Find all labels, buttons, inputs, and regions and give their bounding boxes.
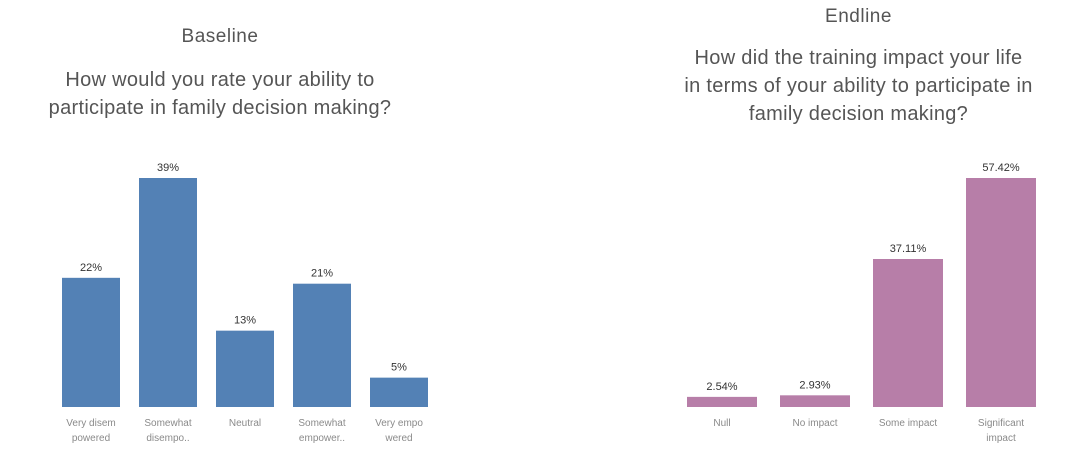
baseline-question-line-1: How would you rate your ability to bbox=[65, 69, 375, 91]
endline-bar-1 bbox=[687, 396, 757, 407]
baseline-value-label-5: 5% bbox=[391, 362, 407, 374]
baseline-category-label-1-line-1: Very disem bbox=[66, 418, 115, 429]
endline-category-label-3: Some impact bbox=[879, 418, 938, 429]
endline-bar-chart: 2.54% Null 2.93% No impact 37.11% Some impact… bbox=[687, 162, 1036, 444]
baseline-value-label-2: 39% bbox=[157, 162, 179, 174]
baseline-category-label-3: Neutral bbox=[229, 418, 261, 429]
baseline-heading: Baseline bbox=[181, 26, 259, 47]
baseline-bar-4 bbox=[293, 283, 351, 407]
baseline-category-label-5-line-1: Very empo bbox=[375, 418, 423, 429]
baseline-bar-5 bbox=[370, 377, 428, 407]
endline-heading: Endline bbox=[825, 6, 892, 27]
endline-bar-2 bbox=[780, 395, 850, 407]
baseline-category-label-4-line-2: empower.. bbox=[299, 433, 345, 444]
baseline-panel: Baseline How would you rate your ability… bbox=[0, 0, 440, 453]
baseline-category-label-4-line-1: Somewhat bbox=[298, 418, 345, 429]
baseline-category-label-1-line-2: powered bbox=[72, 433, 110, 444]
endline-question: How did the training impact your life in… bbox=[640, 44, 1077, 128]
baseline-question: How would you rate your ability to parti… bbox=[0, 66, 440, 122]
endline-category-label-1: Null bbox=[713, 418, 730, 429]
endline-category-label-4-line-1: Significant bbox=[978, 418, 1024, 429]
endline-value-label-1: 2.54% bbox=[706, 381, 737, 393]
baseline-category-label-5-line-2: wered bbox=[384, 433, 412, 444]
baseline-value-label-1: 22% bbox=[80, 262, 102, 274]
endline-question-line-1: How did the training impact your life bbox=[694, 47, 1023, 69]
baseline-question-line-2: participate in family decision making? bbox=[48, 97, 392, 119]
baseline-bar-chart: 22% Very disem powered 39% Somewhat disempo..… bbox=[62, 162, 428, 444]
baseline-bar-2 bbox=[139, 178, 197, 407]
baseline-category-label-2-line-2: disempo.. bbox=[146, 433, 189, 444]
endline-value-label-2: 2.93% bbox=[799, 379, 830, 391]
endline-bar-4 bbox=[966, 178, 1036, 407]
endline-category-label-4-line-2: impact bbox=[986, 433, 1016, 444]
endline-question-line-2: in terms of your ability to participate … bbox=[684, 75, 1033, 97]
baseline-category-label-2-line-1: Somewhat bbox=[144, 418, 191, 429]
endline-panel: Endline How did the training impact your… bbox=[640, 0, 1077, 453]
baseline-bar-3 bbox=[216, 330, 274, 407]
baseline-value-label-4: 21% bbox=[311, 268, 333, 280]
endline-category-label-2: No impact bbox=[792, 418, 837, 429]
endline-value-label-3: 37.11% bbox=[890, 243, 927, 255]
endline-value-label-4: 57.42% bbox=[982, 162, 1020, 174]
endline-bar-3 bbox=[873, 258, 943, 407]
baseline-value-label-3: 13% bbox=[234, 315, 256, 327]
baseline-bar-1 bbox=[62, 277, 120, 407]
endline-question-line-3: family decision making? bbox=[748, 103, 969, 125]
